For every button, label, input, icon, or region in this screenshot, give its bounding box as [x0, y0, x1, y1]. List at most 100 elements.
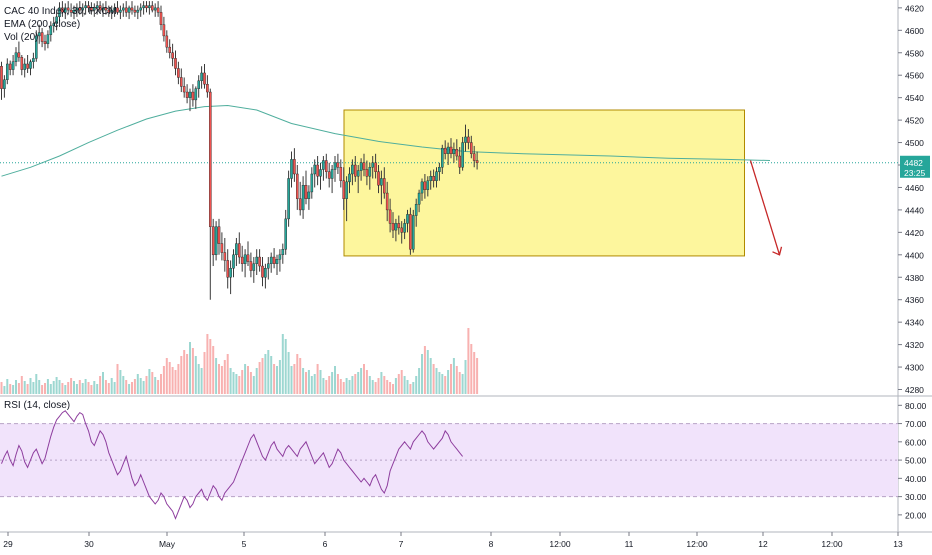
candle — [354, 156, 357, 182]
candle-body — [49, 25, 53, 35]
volume-bar — [276, 366, 278, 394]
candle — [226, 249, 230, 289]
candle — [72, 5, 76, 20]
candle-body — [443, 147, 447, 154]
volume-bar — [418, 368, 421, 394]
volume-bar — [6, 379, 9, 394]
candle-body — [52, 23, 55, 27]
candle-body — [208, 91, 212, 227]
candle — [240, 245, 244, 272]
volume-bar — [122, 376, 125, 394]
candle-body — [200, 72, 203, 82]
volume-bar — [386, 380, 389, 394]
candle — [293, 148, 296, 182]
candle — [229, 260, 232, 295]
candle — [52, 16, 55, 33]
candle-body — [136, 9, 140, 13]
candle — [66, 1, 70, 15]
volume-bar — [365, 370, 368, 394]
candle-body — [432, 176, 435, 181]
time-tick-label: 12:00 — [686, 539, 708, 549]
candle — [342, 167, 346, 210]
candle-body — [139, 7, 143, 11]
candle-body — [121, 7, 125, 11]
candle — [116, 1, 119, 15]
candle-body — [174, 58, 177, 69]
candle-body — [409, 214, 412, 250]
candle-body — [0, 66, 3, 89]
candle-body — [153, 7, 157, 11]
volume-bar — [55, 377, 58, 394]
volume-bar — [145, 376, 148, 394]
candle — [148, 1, 151, 15]
candle-body — [325, 160, 328, 172]
candle-body — [110, 9, 113, 13]
volume-bar — [58, 380, 61, 394]
candle — [191, 84, 195, 107]
candle-body — [211, 226, 215, 256]
volume-bar — [81, 383, 84, 394]
volume-bar — [215, 358, 218, 394]
candle-body — [223, 252, 227, 261]
rsi-tick-label: 70.00 — [905, 419, 927, 429]
volume-bar — [90, 385, 93, 394]
candle — [171, 43, 174, 67]
volume-bar — [29, 378, 32, 394]
candle — [63, 3, 67, 20]
candle-body — [388, 209, 392, 224]
candle — [438, 162, 441, 181]
candle — [333, 156, 337, 182]
range-box — [343, 109, 745, 257]
volume-bar — [9, 384, 12, 394]
candle-body — [124, 7, 128, 13]
candle-body — [446, 146, 450, 154]
volume-bar — [473, 352, 476, 394]
price-tick-label: 4320 — [905, 340, 924, 350]
candle — [325, 153, 328, 179]
candle-body — [255, 256, 259, 264]
candle-body — [423, 181, 427, 190]
candle-body — [156, 7, 160, 13]
candle-body — [441, 147, 444, 168]
volume-bar — [17, 383, 20, 394]
volume-bar — [131, 382, 133, 394]
volume-bar — [392, 384, 394, 394]
candle-body — [168, 46, 172, 53]
candle-body — [406, 214, 409, 224]
candle-body — [319, 169, 322, 177]
candle — [101, 3, 105, 17]
candle — [383, 167, 386, 199]
candle — [290, 151, 293, 188]
volume-bar — [273, 364, 276, 394]
candle — [455, 139, 459, 161]
volume-bar — [305, 372, 307, 394]
candle — [130, 1, 134, 15]
candle — [275, 254, 279, 276]
candle — [301, 176, 305, 219]
volume-bar — [345, 378, 348, 394]
candle-body — [281, 248, 285, 256]
candle — [162, 16, 166, 42]
candle-body — [310, 173, 314, 193]
candle-body — [171, 52, 174, 59]
candle-body — [185, 91, 189, 98]
candle — [46, 30, 50, 49]
candle — [368, 162, 372, 190]
candle — [11, 55, 15, 76]
candle-body — [301, 185, 305, 211]
volume-bar — [252, 376, 255, 394]
candle-body — [351, 164, 354, 175]
volume-bar — [212, 346, 215, 394]
candle-body — [235, 243, 238, 256]
candle-body — [467, 136, 470, 143]
rsi-legend: RSI (14, close) — [4, 400, 71, 411]
candle-body — [3, 79, 6, 89]
candle — [432, 169, 435, 188]
volume-bar — [186, 354, 189, 394]
volume-bar — [84, 379, 87, 394]
candle-body — [307, 191, 311, 199]
volume-bar — [78, 380, 81, 394]
rsi-tick-label: 20.00 — [905, 510, 927, 520]
